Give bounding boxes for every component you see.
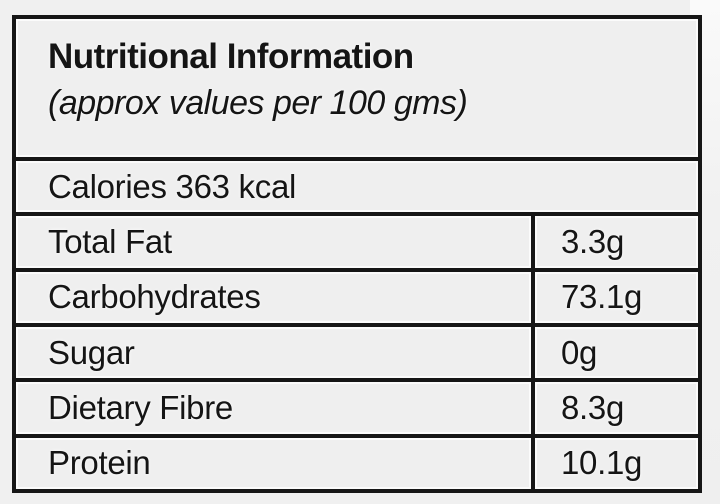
nutrient-name: Carbohydrates — [16, 272, 531, 323]
nutrient-name: Protein — [16, 438, 531, 489]
calories-row: Calories 363 kcal — [16, 157, 698, 212]
label-header: Nutritional Information (approx values p… — [16, 19, 698, 157]
nutrient-row-dietary-fibre: Dietary Fibre 8.3g — [16, 378, 698, 434]
nutrient-value: 0g — [531, 326, 698, 379]
nutrient-value: 10.1g — [531, 437, 698, 489]
nutrient-value: 73.1g — [531, 271, 698, 323]
nutrient-name: Sugar — [16, 327, 531, 378]
nutrient-name: Total Fat — [16, 216, 531, 267]
label-title: Nutritional Information — [48, 37, 414, 76]
label-subtitle: (approx values per 100 gms) — [48, 84, 468, 122]
nutrient-row-total-fat: Total Fat 3.3g — [16, 212, 698, 268]
nutrient-row-sugar: Sugar 0g — [16, 322, 698, 379]
nutrient-row-protein: Protein 10.1g — [16, 433, 698, 489]
nutrient-row-carbohydrates: Carbohydrates 73.1g — [16, 267, 698, 323]
calories-text: Calories 363 kcal — [16, 161, 698, 212]
nutrient-name: Dietary Fibre — [16, 382, 531, 433]
nutrient-value: 8.3g — [531, 382, 698, 434]
nutrition-label: Nutritional Information (approx values p… — [12, 15, 702, 493]
nutrient-value: 3.3g — [531, 216, 698, 268]
